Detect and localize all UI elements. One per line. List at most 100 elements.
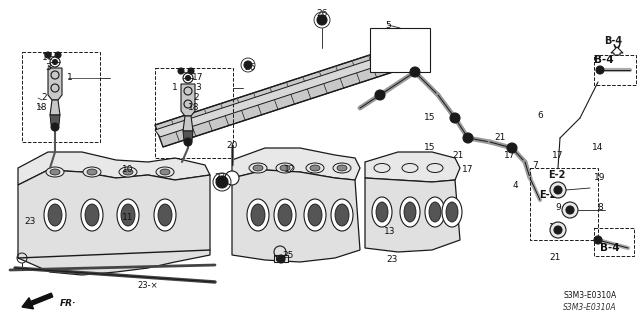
- Text: 17: 17: [192, 73, 204, 83]
- Text: 3: 3: [45, 63, 51, 72]
- Text: 22: 22: [214, 174, 226, 182]
- Text: 26: 26: [316, 10, 328, 19]
- Text: 23-×: 23-×: [138, 280, 158, 290]
- Ellipse shape: [425, 197, 445, 227]
- Circle shape: [184, 138, 192, 146]
- Text: 8: 8: [597, 204, 603, 212]
- Text: FR·: FR·: [60, 299, 76, 308]
- Circle shape: [596, 66, 604, 74]
- Text: E-2: E-2: [548, 170, 565, 180]
- Text: 15: 15: [424, 144, 436, 152]
- Text: 13: 13: [384, 227, 396, 236]
- Ellipse shape: [247, 199, 269, 231]
- Polygon shape: [232, 170, 360, 262]
- Circle shape: [226, 172, 238, 184]
- Ellipse shape: [249, 163, 267, 173]
- Circle shape: [562, 202, 578, 218]
- Text: B-4: B-4: [600, 243, 620, 253]
- Ellipse shape: [121, 204, 135, 226]
- Ellipse shape: [253, 165, 263, 171]
- Circle shape: [550, 222, 566, 238]
- Text: 2: 2: [193, 93, 199, 102]
- Bar: [276, 255, 284, 260]
- Text: 9: 9: [555, 204, 561, 212]
- Circle shape: [317, 15, 327, 25]
- Circle shape: [55, 52, 61, 58]
- Ellipse shape: [44, 199, 66, 231]
- Text: 7: 7: [532, 160, 538, 169]
- Ellipse shape: [154, 199, 176, 231]
- Text: 23: 23: [24, 218, 36, 226]
- Ellipse shape: [280, 165, 290, 171]
- Polygon shape: [181, 84, 195, 116]
- Text: S3M3-E0310A: S3M3-E0310A: [563, 291, 616, 300]
- Ellipse shape: [117, 199, 139, 231]
- Polygon shape: [155, 55, 390, 137]
- Polygon shape: [183, 131, 193, 141]
- Polygon shape: [50, 100, 60, 115]
- Text: 16: 16: [549, 224, 561, 233]
- Ellipse shape: [442, 197, 462, 227]
- Text: 24: 24: [552, 183, 564, 192]
- Ellipse shape: [446, 202, 458, 222]
- Circle shape: [51, 123, 59, 131]
- Polygon shape: [365, 152, 460, 182]
- Text: 1: 1: [67, 73, 73, 83]
- Ellipse shape: [427, 164, 443, 173]
- Circle shape: [216, 176, 228, 188]
- Circle shape: [277, 255, 285, 263]
- Text: 5: 5: [385, 20, 391, 29]
- Text: 17: 17: [42, 54, 54, 63]
- Ellipse shape: [400, 197, 420, 227]
- Text: 6: 6: [537, 110, 543, 120]
- Circle shape: [225, 171, 239, 185]
- Circle shape: [375, 90, 385, 100]
- Polygon shape: [232, 148, 360, 180]
- Text: 21: 21: [549, 254, 561, 263]
- Ellipse shape: [333, 163, 351, 173]
- Text: 17: 17: [462, 166, 474, 174]
- Text: 14: 14: [592, 144, 604, 152]
- Circle shape: [566, 206, 574, 214]
- Ellipse shape: [81, 199, 103, 231]
- Ellipse shape: [337, 165, 347, 171]
- Circle shape: [450, 113, 460, 123]
- Text: 20: 20: [227, 140, 237, 150]
- Text: 26: 26: [244, 63, 256, 72]
- Bar: [594, 55, 636, 85]
- Ellipse shape: [372, 197, 392, 227]
- Circle shape: [550, 182, 566, 198]
- Text: E-2: E-2: [540, 190, 557, 200]
- Text: 19: 19: [595, 174, 605, 182]
- Circle shape: [463, 133, 473, 143]
- Text: 10: 10: [122, 166, 134, 174]
- Circle shape: [45, 52, 51, 58]
- Polygon shape: [183, 116, 193, 131]
- Ellipse shape: [123, 169, 133, 175]
- Ellipse shape: [83, 167, 101, 177]
- Text: 25: 25: [282, 250, 294, 259]
- Ellipse shape: [429, 202, 441, 222]
- Ellipse shape: [158, 204, 172, 226]
- Text: S3M3-E0310A: S3M3-E0310A: [563, 303, 617, 313]
- Ellipse shape: [160, 169, 170, 175]
- Ellipse shape: [87, 169, 97, 175]
- Text: 15: 15: [424, 114, 436, 122]
- Text: 3: 3: [195, 84, 201, 93]
- Ellipse shape: [274, 199, 296, 231]
- Text: B-4: B-4: [594, 55, 614, 65]
- Ellipse shape: [304, 199, 326, 231]
- Circle shape: [244, 61, 252, 69]
- Ellipse shape: [402, 164, 418, 173]
- Circle shape: [188, 68, 194, 74]
- Circle shape: [52, 60, 58, 64]
- Ellipse shape: [85, 204, 99, 226]
- Text: B-4: B-4: [604, 36, 622, 46]
- Text: 12: 12: [284, 166, 296, 174]
- Polygon shape: [155, 50, 393, 147]
- Polygon shape: [50, 115, 60, 125]
- Text: 21: 21: [452, 151, 464, 160]
- Ellipse shape: [335, 204, 349, 226]
- Text: 23: 23: [387, 256, 397, 264]
- Text: 11: 11: [122, 213, 134, 222]
